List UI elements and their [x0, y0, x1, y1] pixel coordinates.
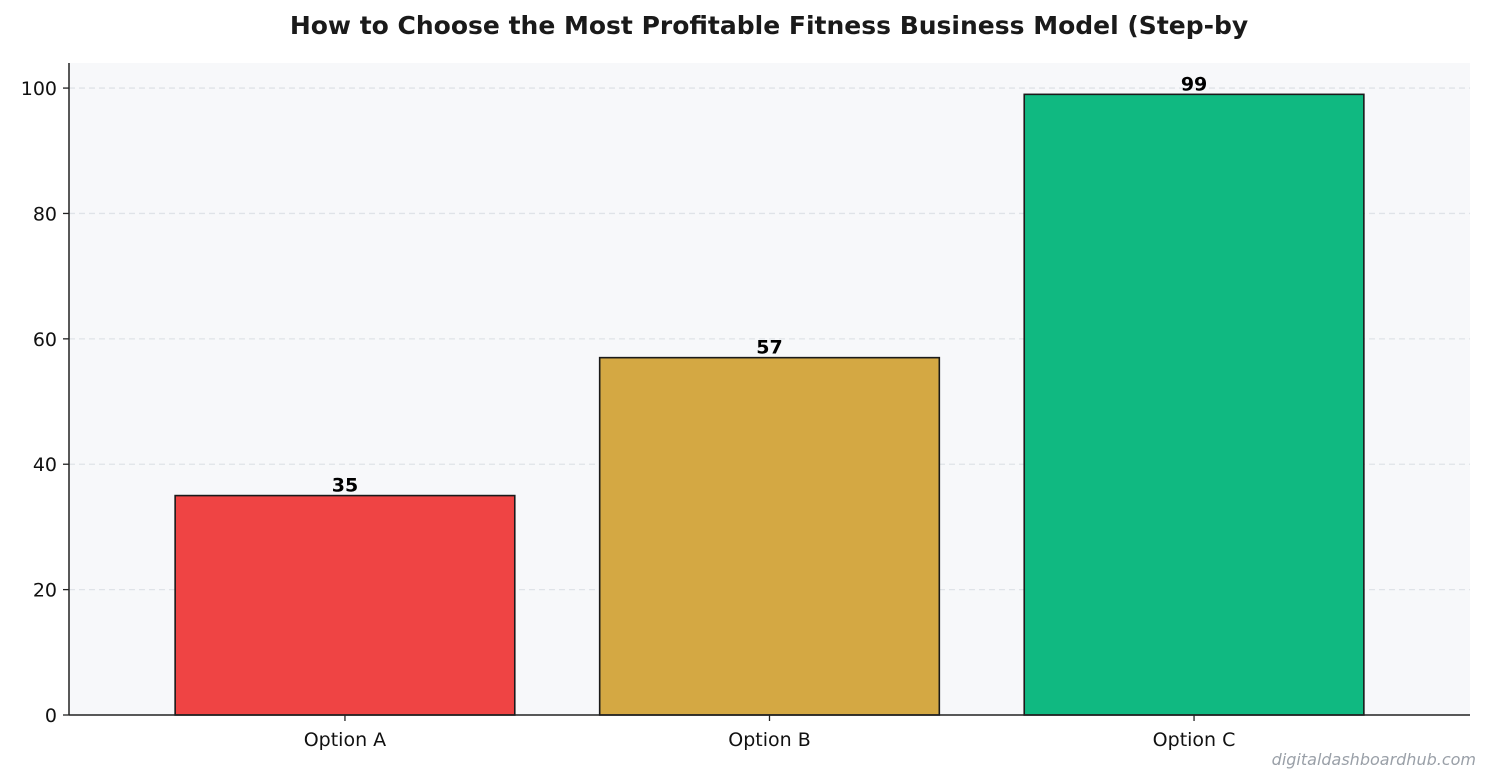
bar-option-a	[174, 494, 516, 716]
chart-title: How to Choose the Most Profitable Fitnes…	[290, 11, 1248, 40]
y-tick-label-0: 0	[45, 705, 57, 727]
data-labels: 35 57 99	[332, 73, 1208, 496]
watermark: digitaldashboardhub.com	[1272, 750, 1476, 769]
data-label-2: 99	[1181, 73, 1207, 95]
x-tick-label-2: Option C	[1153, 729, 1236, 751]
bar-option-b	[598, 356, 941, 716]
bars	[174, 93, 1365, 716]
y-tick-label-4: 80	[33, 203, 57, 225]
x-tick-label-0: Option A	[304, 729, 386, 751]
data-label-0: 35	[332, 475, 358, 497]
bar-option-c	[1023, 93, 1365, 716]
y-tick-label-5: 100	[21, 78, 57, 100]
axes: Option A Option B Option C 0 20 40 60 80 100	[21, 63, 1470, 751]
y-tick-label-3: 60	[33, 329, 57, 351]
y-tick-label-1: 20	[33, 580, 57, 602]
data-label-1: 57	[756, 337, 782, 359]
y-tick-label-2: 40	[33, 454, 57, 476]
x-tick-label-1: Option B	[728, 729, 811, 751]
